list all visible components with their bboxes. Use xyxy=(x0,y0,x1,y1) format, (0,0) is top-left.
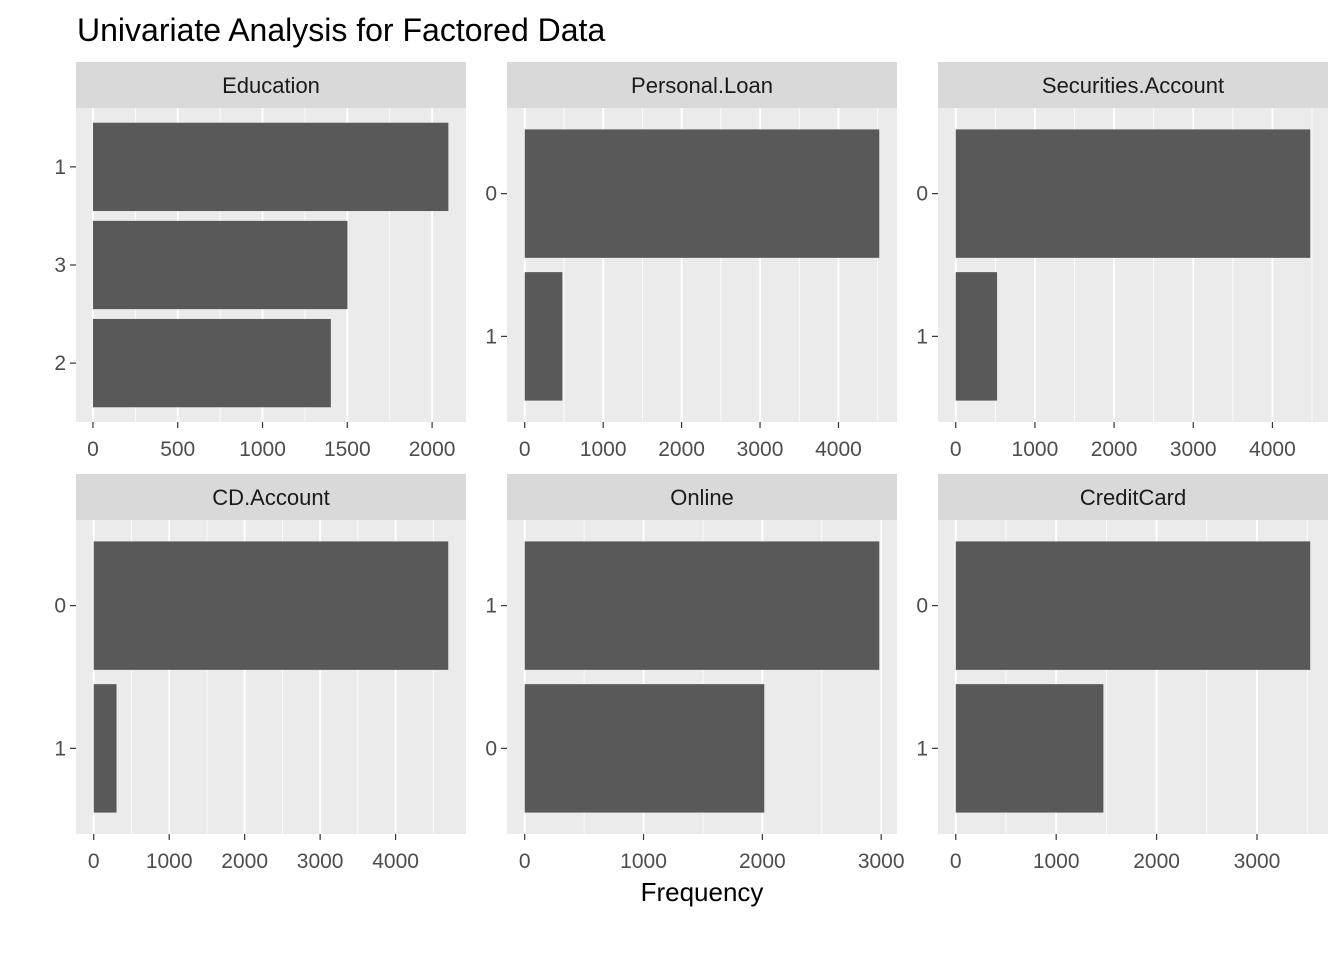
x-tick-label: 2000 xyxy=(739,850,786,873)
facet-strip-label: Online xyxy=(670,485,734,510)
facet-education: Education 1 3 2 0 500 1000 1500 2000 xyxy=(54,62,466,461)
facet-strip-label: Securities.Account xyxy=(1042,73,1224,98)
x-tick-label: 1500 xyxy=(324,438,371,461)
facet-strip-label: CreditCard xyxy=(1080,485,1186,510)
facet-strip xyxy=(507,62,897,108)
y-tick-label: 3 xyxy=(54,254,66,277)
bar-securities-account-0 xyxy=(955,129,1311,258)
y-tick-label: 1 xyxy=(485,325,497,348)
facet-cd-account: CD.Account 0 1 0 1000 2000 3000 4000 xyxy=(54,474,466,873)
facet-strip-label: Personal.Loan xyxy=(631,73,773,98)
x-tick-label: 3000 xyxy=(297,850,344,873)
x-tick-label: 3000 xyxy=(858,850,905,873)
bar-securities-account-1 xyxy=(955,272,998,401)
x-tick-label: 0 xyxy=(950,438,962,461)
facet-securities-account: Securities.Account 0 1 0 1000 2000 3000 4000 xyxy=(916,62,1328,461)
bar-education-2 xyxy=(92,318,331,408)
facet-strip xyxy=(938,474,1328,520)
x-tick-label: 0 xyxy=(88,850,100,873)
x-tick-label: 2000 xyxy=(1133,850,1180,873)
facet-strip xyxy=(938,62,1328,108)
x-tick-label: 4000 xyxy=(815,438,862,461)
bar-education-1 xyxy=(92,122,449,212)
x-tick-label: 0 xyxy=(87,438,99,461)
facet-strip-label: Education xyxy=(222,73,320,98)
facet-strip xyxy=(76,62,466,108)
x-axis-title: Frequency xyxy=(641,877,764,907)
bar-personal-loan-0 xyxy=(524,129,880,258)
facet-online: Online 1 0 0 1000 2000 3000 xyxy=(485,474,905,873)
bar-creditcard-1 xyxy=(955,684,1104,813)
x-tick-label: 4000 xyxy=(1249,438,1296,461)
bar-personal-loan-1 xyxy=(524,272,563,401)
x-tick-label: 500 xyxy=(160,438,195,461)
facet-creditcard: CreditCard 0 1 0 1000 2000 3000 xyxy=(916,474,1328,873)
y-tick-label: 0 xyxy=(54,595,66,618)
y-tick-label: 0 xyxy=(485,183,497,206)
x-tick-label: 3000 xyxy=(737,438,784,461)
y-tick-label: 1 xyxy=(54,737,66,760)
facet-strip xyxy=(507,474,897,520)
bar-creditcard-0 xyxy=(955,541,1311,670)
facet-personal-loan: Personal.Loan 0 1 0 1000 2000 3000 4000 xyxy=(485,62,897,461)
x-tick-label: 1000 xyxy=(580,438,627,461)
x-tick-label: 2000 xyxy=(409,438,456,461)
bar-cd-account-1 xyxy=(93,684,117,813)
x-tick-label: 1000 xyxy=(146,850,193,873)
x-tick-label: 1000 xyxy=(1012,438,1059,461)
bar-education-3 xyxy=(92,220,348,310)
y-tick-label: 0 xyxy=(485,737,497,760)
x-tick-label: 2000 xyxy=(1091,438,1138,461)
y-tick-label: 1 xyxy=(485,595,497,618)
x-tick-label: 2000 xyxy=(658,438,705,461)
x-tick-label: 0 xyxy=(519,438,531,461)
bar-online-1 xyxy=(524,541,880,670)
facet-strip-label: CD.Account xyxy=(212,485,329,510)
bar-online-0 xyxy=(524,684,765,813)
y-tick-label: 0 xyxy=(916,183,928,206)
y-tick-label: 1 xyxy=(916,737,928,760)
bar-cd-account-0 xyxy=(93,541,449,670)
y-tick-label: 1 xyxy=(54,156,66,179)
x-tick-label: 2000 xyxy=(221,850,268,873)
x-tick-label: 0 xyxy=(519,850,531,873)
y-tick-label: 2 xyxy=(54,352,66,375)
y-tick-label: 0 xyxy=(916,595,928,618)
x-tick-label: 1000 xyxy=(620,850,667,873)
x-tick-label: 4000 xyxy=(372,850,419,873)
chart-title: Univariate Analysis for Factored Data xyxy=(77,12,605,48)
x-tick-label: 3000 xyxy=(1234,850,1281,873)
x-tick-label: 1000 xyxy=(1033,850,1080,873)
y-tick-label: 1 xyxy=(916,325,928,348)
facet-strip xyxy=(76,474,466,520)
x-tick-label: 0 xyxy=(950,850,962,873)
x-tick-label: 1000 xyxy=(239,438,286,461)
x-tick-label: 3000 xyxy=(1170,438,1217,461)
